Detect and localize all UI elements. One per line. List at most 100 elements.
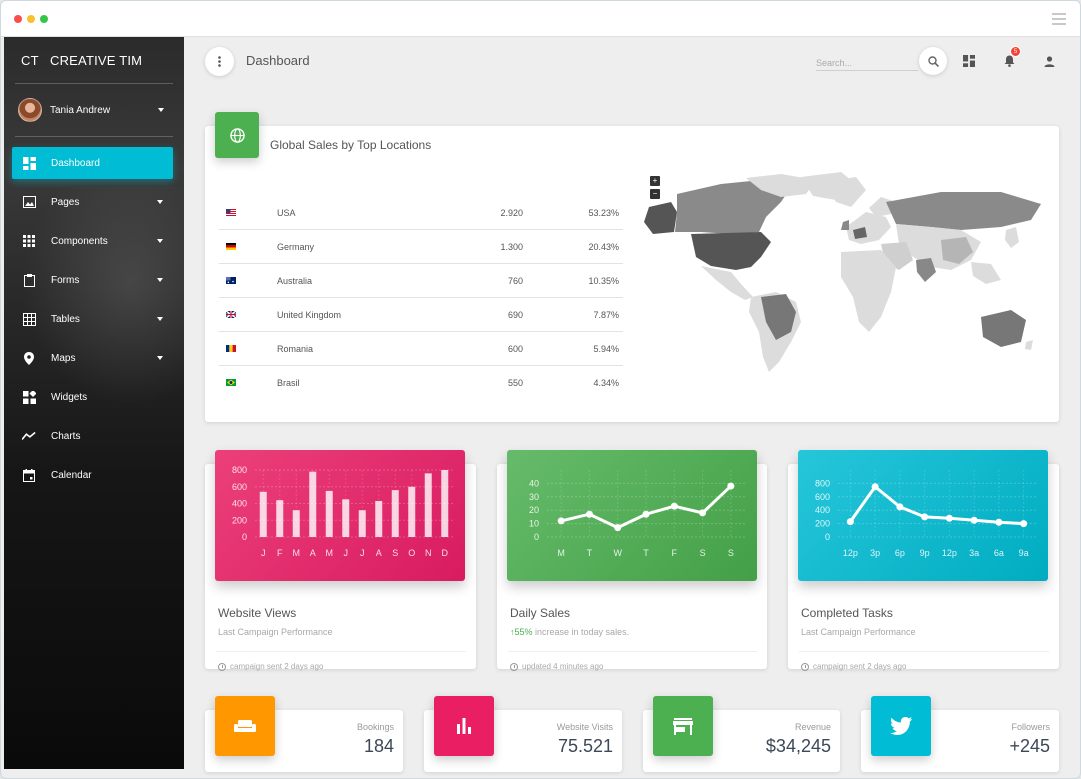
calendar-icon	[22, 468, 36, 482]
search-button[interactable]	[919, 47, 947, 75]
country-name: United Kingdom	[277, 310, 342, 320]
stat-value: $34,245	[765, 736, 831, 756]
arrow-up-icon: ↑	[510, 627, 515, 637]
data-point	[1020, 520, 1028, 528]
sidebar-item-label: Components	[51, 235, 108, 247]
data-point	[921, 513, 929, 521]
sales-percent: 4.34%	[593, 378, 619, 388]
y-tick-label: 30	[529, 492, 539, 502]
top-navbar: Dashboard 5	[184, 37, 1080, 87]
y-tick-label: 200	[232, 515, 247, 525]
hamburger-icon[interactable]	[1052, 13, 1066, 25]
us-flag-icon	[226, 209, 236, 216]
map-zoom-out-button[interactable]: −	[650, 189, 660, 199]
stat-value: 75.521	[557, 736, 613, 756]
brand-logo[interactable]: CT CREATIVE TIM	[4, 37, 184, 83]
maximize-window-button[interactable]	[40, 15, 48, 23]
x-tick-label: S	[392, 548, 398, 558]
y-tick-label: 400	[815, 505, 830, 515]
map-zoom-in-button[interactable]: +	[650, 176, 660, 186]
y-tick-label: 0	[242, 532, 247, 542]
image-icon	[22, 195, 36, 209]
x-tick-label: A	[310, 548, 316, 558]
bookings-stat-card: Bookings 184	[205, 696, 403, 772]
card-footer: campaign sent 2 days ago	[218, 662, 323, 671]
table-row: Germany 1.300 20.43%	[219, 230, 623, 264]
sidebar-item-pages[interactable]: Pages	[12, 186, 173, 218]
card-title: Completed Tasks	[801, 606, 893, 620]
weekend-icon	[234, 720, 256, 732]
sidebar-item-components[interactable]: Components	[12, 225, 173, 257]
x-tick-label: A	[376, 548, 382, 558]
sidebar-item-forms[interactable]: Forms	[12, 264, 173, 296]
increase-percent: 55%	[514, 627, 533, 637]
card-footer: updated 4 minutes ago	[510, 662, 603, 671]
card-footer: campaign sent 2 days ago	[801, 662, 906, 671]
x-tick-label: 9a	[1019, 548, 1029, 558]
footer-text: campaign sent 2 days ago	[813, 662, 907, 671]
grid-icon	[22, 312, 36, 326]
sidebar-item-calendar[interactable]: Calendar	[12, 459, 173, 491]
sidebar-item-charts[interactable]: Charts	[12, 420, 173, 452]
search-icon	[927, 55, 939, 67]
card-subtitle: ↑55% increase in today sales.	[510, 627, 629, 637]
y-tick-label: 800	[232, 465, 247, 475]
profile-button[interactable]	[1040, 52, 1058, 70]
line-chart: 40 30 20 10 0 M T W T F S S	[529, 470, 745, 558]
revenue-stat-card: Revenue $34,245	[643, 696, 840, 772]
divider	[508, 651, 757, 652]
data-point	[670, 502, 678, 510]
sidebar-item-dashboard[interactable]: Dashboard	[12, 147, 173, 179]
website-views-chart: 800 600 400 200 0 J F M A M J J A S O N D	[215, 450, 465, 581]
sidebar-item-widgets[interactable]: Widgets	[12, 381, 173, 413]
y-tick-label: 10	[529, 519, 539, 529]
x-tick-label: 6a	[994, 548, 1004, 558]
minimize-window-button[interactable]	[27, 15, 35, 23]
stat-value: +245	[1009, 736, 1050, 756]
x-tick-label: F	[672, 548, 678, 558]
title-bar	[1, 1, 1080, 37]
sales-count: 2.920	[500, 208, 523, 218]
more-vert-button[interactable]	[205, 47, 234, 76]
sidebar-item-label: Widgets	[51, 391, 88, 403]
user-menu[interactable]: Tania Andrew	[4, 84, 184, 136]
bar	[259, 491, 267, 537]
sales-percent: 5.94%	[593, 344, 619, 354]
data-point	[642, 510, 650, 518]
sidebar-item-label: Dashboard	[51, 157, 100, 169]
sidebar-item-tables[interactable]: Tables	[12, 303, 173, 335]
y-tick-label: 40	[529, 478, 539, 488]
bar	[276, 500, 284, 537]
data-point	[699, 509, 707, 517]
sales-percent: 10.35%	[588, 276, 619, 286]
x-tick-label: N	[425, 548, 432, 558]
x-tick-label: O	[408, 548, 415, 558]
country-name: Australia	[277, 276, 313, 286]
brand-mini: CT	[21, 52, 39, 68]
card-header-icon	[434, 696, 494, 756]
data-point	[995, 518, 1003, 526]
divider	[15, 136, 173, 137]
sales-count: 760	[507, 276, 523, 286]
world-map[interactable]	[641, 172, 1051, 377]
y-tick-label: 800	[815, 478, 830, 488]
card-header-icon	[215, 696, 275, 756]
ro-flag-icon	[226, 345, 236, 352]
sidebar-item-maps[interactable]: Maps	[12, 342, 173, 374]
dashboard-icon	[963, 55, 975, 67]
dashboard-view-button[interactable]	[960, 52, 978, 70]
sales-percent: 53.23%	[588, 208, 619, 218]
notifications-button[interactable]: 5	[1000, 46, 1021, 70]
x-tick-label: 12p	[843, 548, 858, 558]
close-window-button[interactable]	[14, 15, 22, 23]
x-tick-label: 12p	[942, 548, 957, 558]
y-tick-label: 0	[534, 532, 539, 542]
x-tick-label: J	[344, 548, 349, 558]
table-row: Australia 760 10.35%	[219, 264, 623, 298]
sidebar-item-label: Calendar	[51, 469, 92, 481]
search-input[interactable]	[816, 55, 918, 71]
bar	[375, 500, 383, 537]
x-tick-label: F	[277, 548, 283, 558]
data-point	[727, 482, 735, 490]
divider	[15, 83, 173, 84]
